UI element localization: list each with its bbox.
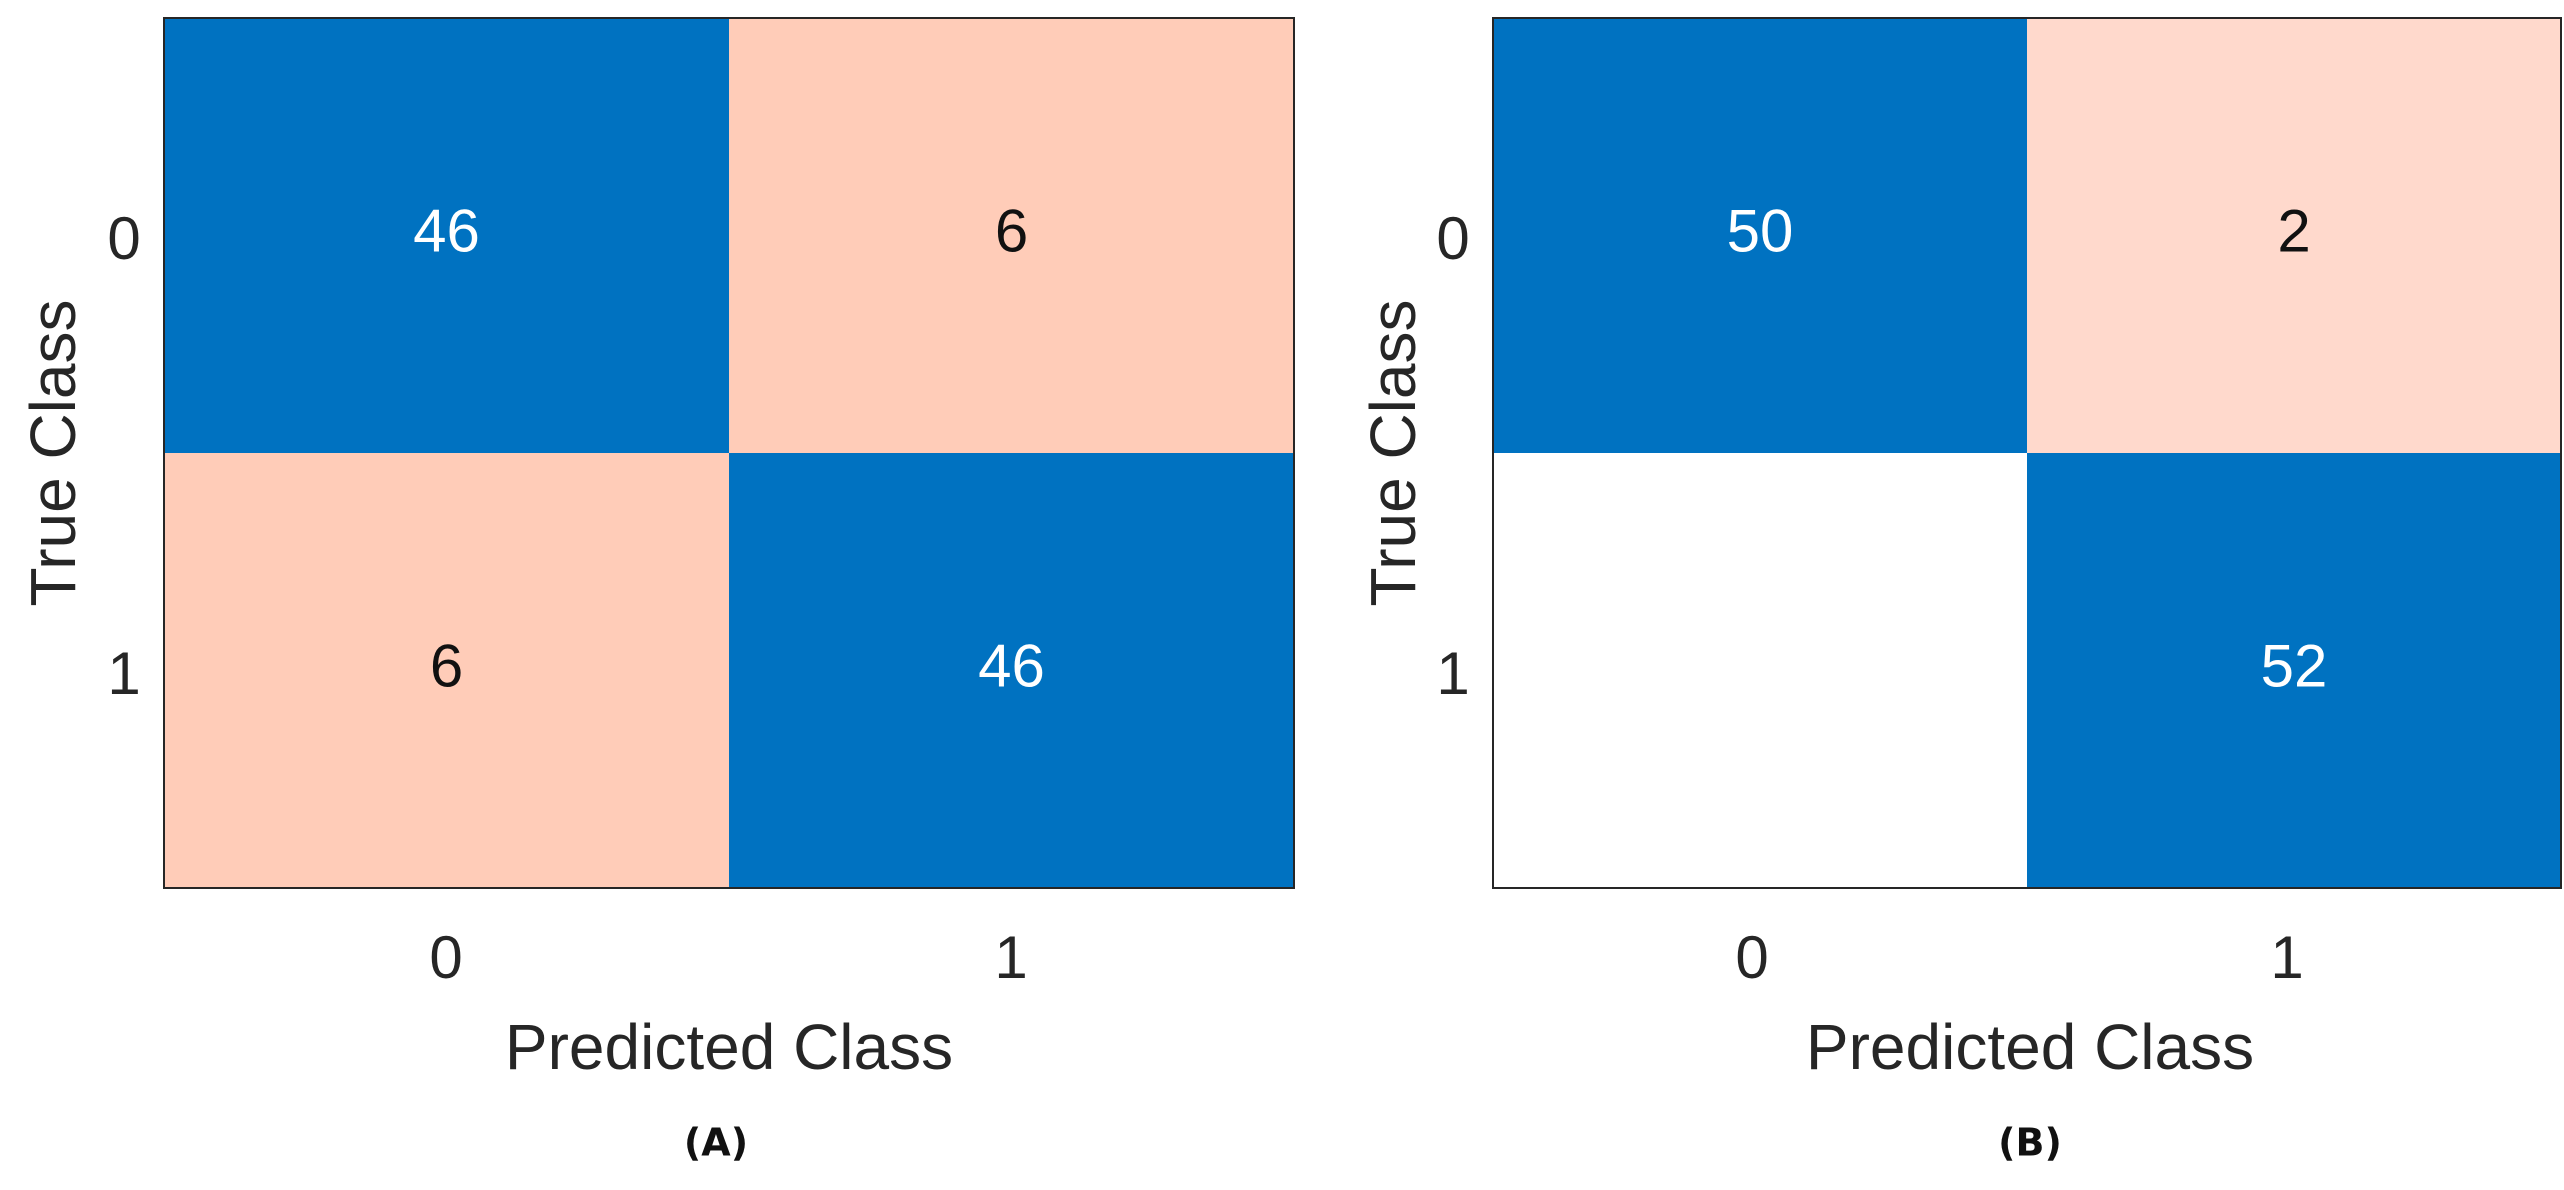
panel-b-x-tick-0: 0: [1735, 924, 1768, 991]
panel-a-cells: 46 6 6 46: [164, 18, 1294, 888]
panel-a-cell-1-1: [729, 453, 1294, 888]
panel-b-frame: [1492, 17, 2562, 889]
panel-a: 46 6 6 46 0 1 0 1 Predicted Class True Clas…: [17, 17, 1295, 1165]
panel-a-y-axis-label: True Class: [17, 299, 89, 606]
panel-b-y-tick-1: 1: [1436, 640, 1469, 707]
panel-b-cell-0-0: [1493, 18, 2027, 453]
panel-a-x-axis-label: Predicted Class: [505, 1011, 953, 1083]
panel-b-cell-0-1: [2027, 18, 2561, 453]
panel-a-cell-0-0: [164, 18, 729, 453]
panel-a-cell-value-0-0: 46: [413, 197, 480, 264]
panel-b-x-tick-1: 1: [2270, 924, 2303, 991]
panel-a-y-tick-0: 0: [107, 205, 140, 272]
panel-b: 50 2 52 0 1 0 1 Predicted Class True Class…: [1357, 17, 2562, 1165]
panel-a-caption: (A): [684, 1121, 748, 1165]
panel-b-cell-value-1-1: 52: [2261, 632, 2328, 699]
panel-a-x-tick-0: 0: [429, 924, 462, 991]
panel-a-x-tick-1: 1: [994, 924, 1027, 991]
panel-b-cells: 50 2 52: [1493, 18, 2561, 888]
panel-b-x-axis-label: Predicted Class: [1806, 1011, 2254, 1083]
panel-a-cell-0-1: [729, 18, 1294, 453]
panel-b-cell-1-0: [1493, 453, 2027, 888]
panel-a-cell-value-1-0: 6: [430, 632, 463, 699]
panel-a-cell-1-0: [164, 453, 729, 888]
panel-b-y-tick-0: 0: [1436, 205, 1469, 272]
panel-a-cell-value-1-1: 46: [978, 632, 1045, 699]
panel-a-cell-value-0-1: 6: [995, 197, 1028, 264]
panel-b-y-axis-label: True Class: [1357, 299, 1429, 606]
panel-b-cell-value-0-1: 2: [2277, 197, 2310, 264]
panel-b-caption: (B): [1998, 1121, 2062, 1165]
panel-b-cell-value-0-0: 50: [1727, 197, 1794, 264]
panel-a-frame: [163, 17, 1295, 889]
panel-b-cell-1-1: [2027, 453, 2561, 888]
panel-a-y-tick-1: 1: [107, 640, 140, 707]
